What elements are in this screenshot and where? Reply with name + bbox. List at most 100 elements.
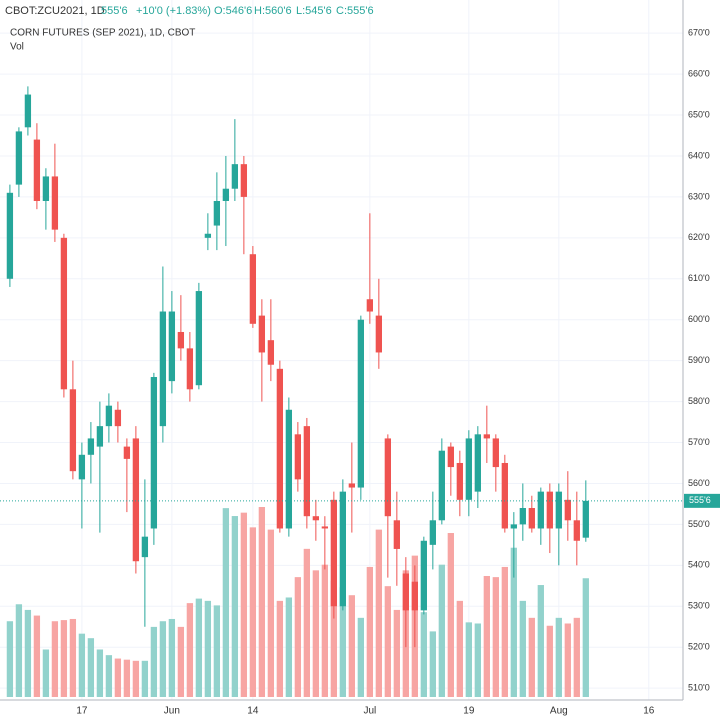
candle-body [150, 377, 158, 529]
x-tick-label: 14 [247, 706, 259, 717]
volume-bar [438, 564, 445, 697]
candle-body [105, 405, 113, 427]
volume-bar [123, 659, 131, 697]
volume-bar [519, 600, 526, 697]
y-tick-label: 580'0 [688, 396, 710, 406]
y-tick-label: 600'0 [688, 314, 710, 324]
volume-bar [15, 604, 23, 697]
candles [0, 86, 683, 648]
candle-body [213, 200, 221, 226]
candle-body [24, 94, 32, 128]
y-tick-label: 650'0 [688, 109, 710, 119]
volume-bar [447, 533, 454, 697]
volume-pane [6, 507, 589, 697]
y-tick-label: 590'0 [688, 355, 710, 365]
candle-body [123, 446, 131, 459]
volume-bar [132, 660, 140, 697]
x-tick-label: 19 [463, 706, 475, 717]
candle-body [141, 536, 149, 558]
volume-bar [231, 516, 239, 697]
candle-body [78, 454, 86, 480]
volume-bar [420, 612, 427, 697]
candle-body [231, 164, 239, 189]
volume-bar [87, 638, 95, 697]
volume-bar [33, 615, 41, 697]
volume-bar [6, 621, 14, 697]
candle-body [204, 233, 212, 238]
volume-bar [195, 598, 203, 697]
volume-label: Vol [10, 42, 24, 53]
volume-bar [429, 631, 436, 697]
candle-body [510, 524, 517, 529]
y-tick-label: 610'0 [688, 273, 710, 283]
candle-body [465, 438, 472, 500]
change: +10'0 (+1.83%) [136, 5, 211, 17]
candle-body [285, 409, 293, 529]
volume-bar [492, 577, 499, 697]
y-tick-label: 640'0 [688, 150, 710, 160]
candle-body [564, 499, 571, 521]
candle-body [321, 526, 329, 529]
candle-body [240, 164, 248, 197]
volume-bar [141, 660, 149, 697]
volume-bar [96, 649, 104, 697]
candle-body [528, 508, 535, 529]
volume-bar [276, 600, 284, 697]
volume-bar [339, 587, 346, 697]
x-tick-label: Jun [164, 706, 180, 717]
candle-body [303, 426, 311, 517]
volume-bar [456, 600, 463, 697]
volume-bar [51, 621, 59, 697]
volume-bar [384, 586, 391, 697]
volume-bar [267, 529, 275, 697]
axes: 510'0 520'0 530'0 540'0 550'0 560'0 570'0 580'0… [76, 28, 720, 717]
volume-bar [474, 623, 481, 697]
volume-bar [393, 609, 400, 697]
candle-body [330, 499, 338, 607]
y-tick-label: 620'0 [688, 232, 710, 242]
candle-body [312, 516, 320, 521]
volume-bar [285, 597, 293, 697]
candle-body [375, 315, 382, 353]
x-tick-label: 17 [76, 706, 88, 717]
candle-body [168, 311, 176, 382]
y-tick-label: 670'0 [688, 28, 710, 38]
volume-bar [249, 527, 257, 697]
candle-body [276, 368, 284, 529]
x-tick-label: 16 [643, 706, 655, 717]
volume-bar [528, 617, 535, 697]
candle-body [411, 581, 418, 611]
volume-bar [330, 580, 338, 697]
volume-bar [465, 622, 472, 697]
volume-bar [60, 620, 68, 697]
candle-body [483, 434, 490, 439]
candle-body [177, 331, 185, 349]
last: 555'6 [101, 5, 128, 17]
candle-body [537, 491, 544, 529]
volume-bar [168, 618, 176, 697]
candle-body [366, 299, 373, 312]
candle-body [33, 139, 41, 201]
volume-bar [348, 595, 355, 697]
volume-bar [366, 566, 373, 697]
candle-body [348, 483, 355, 488]
volume-bar [222, 508, 230, 697]
candle-body [6, 192, 14, 279]
candle-body [546, 491, 553, 529]
candle-body [582, 500, 589, 538]
volume-bar [483, 575, 490, 697]
volume-bar [573, 617, 580, 697]
y-tick-label: 560'0 [688, 478, 710, 488]
candle-body [159, 311, 167, 427]
candle-body [456, 462, 463, 500]
candle-body [438, 450, 445, 521]
chart-title: CORN FUTURES (SEP 2021), 1D, CBOT [10, 28, 195, 39]
ohlc-open: O:546'6 [214, 5, 252, 17]
candle-body [402, 573, 409, 611]
y-tick-label: 540'0 [688, 560, 710, 570]
candle-body [474, 434, 481, 492]
candle-body [96, 426, 104, 447]
volume-bar [24, 609, 32, 697]
y-tick-label: 510'0 [688, 683, 710, 693]
